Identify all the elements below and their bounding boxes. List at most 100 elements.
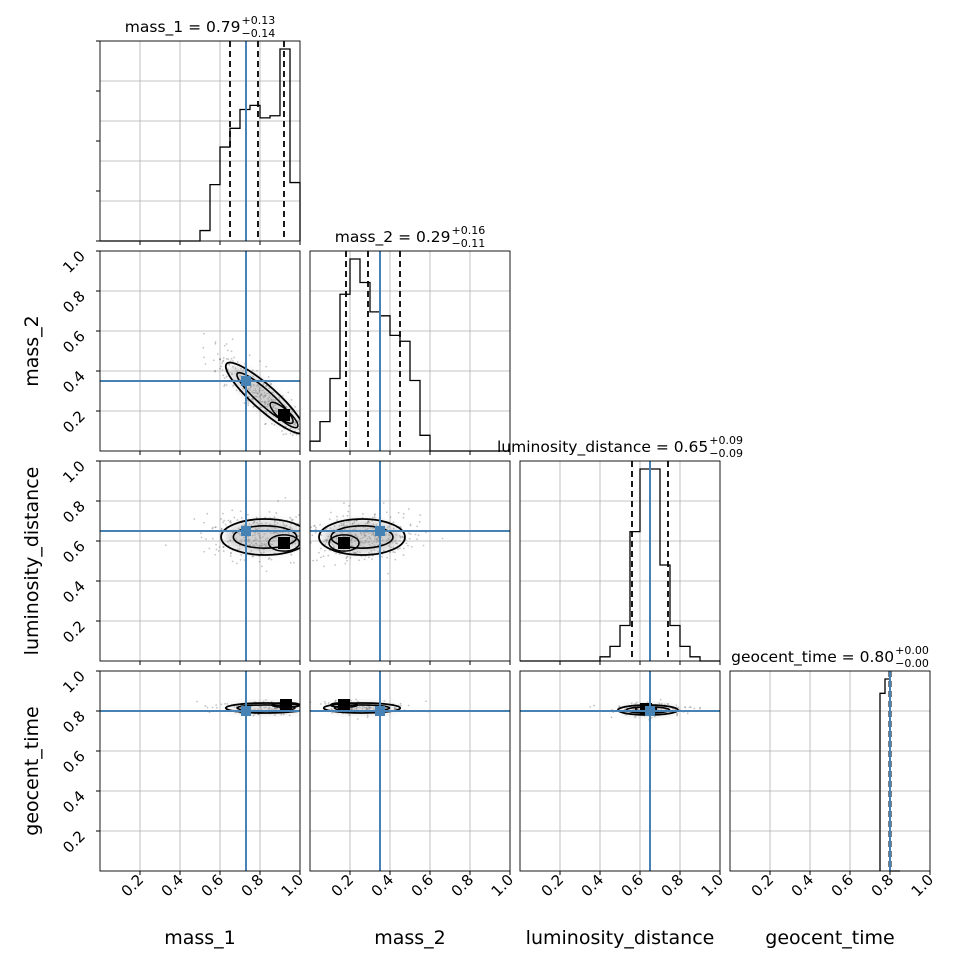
sample-point: [397, 548, 399, 550]
sample-point: [217, 550, 220, 552]
sample-point: [698, 707, 701, 710]
density-peak: [338, 699, 350, 711]
panel-frame: [309, 460, 511, 662]
sample-point: [287, 391, 290, 394]
sample-point: [334, 564, 337, 566]
sample-point: [667, 703, 670, 705]
sample-point: [323, 540, 325, 543]
sample-point: [346, 559, 348, 562]
contour-outer: [322, 702, 402, 714]
sample-point: [196, 700, 198, 703]
sample-point: [298, 513, 300, 516]
sample-point: [268, 510, 271, 513]
sample-point: [216, 353, 219, 355]
summary-title-mass-1: mass_1 = 0.79 +0.13−0.14: [125, 14, 275, 40]
sample-point: [383, 700, 386, 702]
sample-point: [658, 702, 661, 705]
y-tick-label: 0.6: [59, 537, 89, 567]
sample-point: [193, 518, 196, 520]
sample-point: [310, 526, 312, 529]
sample-point: [324, 456, 326, 458]
sample-point: [407, 704, 410, 707]
sample-point: [317, 557, 319, 559]
sample-point: [306, 499, 308, 501]
x-tick-label: 1.0: [908, 871, 938, 901]
sample-point: [200, 532, 202, 535]
truth-marker: [375, 526, 385, 536]
summary-title-geocent-time: geocent_time = 0.80 +0.00−0.00: [731, 644, 929, 670]
sample-point: [230, 551, 232, 554]
sample-point: [305, 430, 307, 432]
x-axis-label-mass-2: mass_2: [374, 927, 446, 949]
sample-point: [317, 566, 319, 568]
sample-point: [322, 555, 325, 558]
sample-point: [302, 552, 304, 554]
sample-point: [314, 428, 316, 430]
y-tick-label: 0.4: [59, 367, 89, 397]
x-axis-label-mass-1: mass_1: [164, 927, 236, 949]
sample-point: [292, 518, 294, 521]
sample-point: [273, 423, 276, 426]
sample-point: [407, 508, 410, 510]
sample-point: [314, 531, 317, 534]
sample-point: [232, 385, 235, 387]
y-tick-label: 0.8: [59, 287, 89, 317]
y-tick-label: 1.0: [59, 247, 89, 277]
truth-marker: [241, 526, 251, 536]
sample-point: [221, 362, 224, 365]
summary-minus: −0.14: [242, 27, 276, 40]
sample-point: [408, 532, 410, 535]
sample-point: [306, 703, 308, 705]
sample-point: [312, 438, 314, 440]
x-tick-label: 1.0: [278, 871, 308, 901]
sample-point: [240, 553, 243, 556]
sample-point: [329, 511, 332, 514]
x-tick-label: 0.8: [448, 871, 478, 901]
panel-frame: [99, 250, 301, 452]
sample-point: [223, 344, 226, 347]
sample-point: [356, 717, 359, 720]
sample-point: [350, 699, 352, 702]
sample-point: [215, 543, 217, 546]
sample-point: [222, 374, 225, 377]
density-peak: [338, 537, 350, 549]
sample-point: [289, 523, 292, 525]
x-tick-label: 0.6: [408, 871, 438, 901]
density-panel-mass-2-vs-luminosity-distance: [310, 502, 444, 575]
sample-point: [222, 545, 225, 548]
sample-point: [229, 521, 231, 523]
sample-point: [223, 385, 226, 387]
sample-point: [290, 553, 293, 556]
sample-point: [304, 443, 306, 445]
sample-point: [289, 561, 292, 564]
sample-point: [230, 357, 233, 360]
sample-point: [336, 515, 338, 518]
sample-point: [314, 547, 316, 549]
sample-point: [320, 547, 322, 550]
sample-point: [307, 413, 309, 415]
sample-point: [227, 519, 230, 522]
sample-point: [247, 402, 250, 404]
sample-point: [304, 533, 306, 535]
sample-point: [226, 702, 229, 705]
sample-point: [374, 513, 376, 516]
sample-point: [408, 537, 411, 540]
summary-main-text: luminosity_distance = 0.65: [497, 438, 708, 457]
sample-point: [295, 433, 298, 436]
sample-point: [247, 404, 250, 407]
density-panel-mass-2-vs-geocent-time: [310, 698, 430, 720]
histogram-mass-1: [100, 48, 301, 242]
sample-point: [305, 703, 307, 705]
sample-point: [402, 516, 405, 519]
sample-point: [225, 375, 228, 378]
summary-plus: +0.16: [452, 224, 486, 237]
sample-point: [236, 360, 239, 363]
x-tick-label: 0.4: [158, 871, 188, 901]
x-tick-label: 0.8: [238, 871, 268, 901]
sample-point: [271, 422, 273, 425]
sample-point: [314, 524, 316, 527]
sample-point: [220, 518, 222, 520]
sample-point: [323, 700, 326, 703]
sample-point: [381, 555, 383, 558]
x-tick-label: 0.2: [538, 871, 568, 901]
